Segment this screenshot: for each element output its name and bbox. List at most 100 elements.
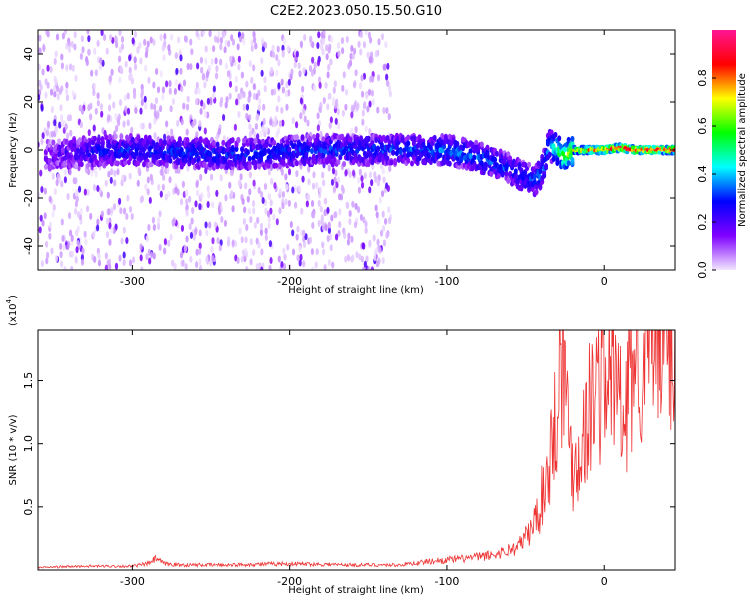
ridge-mark	[342, 161, 347, 168]
noise-mark	[370, 266, 374, 270]
ridge-mark	[308, 136, 313, 143]
noise-mark	[189, 255, 193, 263]
noise-mark	[331, 261, 335, 269]
noise-mark	[364, 226, 368, 234]
noise-mark	[75, 246, 79, 254]
ridge-mark	[192, 157, 197, 164]
noise-mark	[256, 133, 260, 141]
noise-mark	[117, 55, 122, 63]
noise-mark	[79, 207, 83, 215]
snr-series-line	[38, 330, 675, 569]
noise-mark	[368, 239, 372, 247]
noise-mark	[38, 34, 42, 42]
ridge-mark	[542, 172, 547, 179]
noise-mark	[194, 87, 198, 95]
x-tick-label: -300	[120, 575, 145, 588]
noise-mark	[326, 206, 330, 214]
noise-mark	[306, 119, 310, 127]
noise-mark	[224, 194, 228, 202]
noise-mark	[107, 104, 112, 112]
noise-mark	[311, 182, 316, 190]
noise-mark	[368, 56, 372, 64]
noise-mark	[317, 219, 321, 227]
noise-mark	[208, 221, 212, 229]
noise-mark	[285, 183, 289, 191]
y-tick-label: 1.0	[22, 435, 35, 453]
noise-mark	[51, 172, 55, 180]
noise-mark	[244, 182, 248, 190]
ridge-mark	[672, 151, 675, 156]
noise-mark	[312, 84, 317, 92]
noise-mark	[316, 42, 320, 50]
noise-mark	[263, 76, 267, 84]
noise-mark	[224, 39, 228, 47]
ridge-mark	[566, 160, 571, 167]
y-tick-label: 1.5	[22, 372, 35, 390]
noise-mark	[45, 251, 50, 259]
noise-mark	[97, 252, 101, 260]
noise-mark	[65, 64, 69, 72]
noise-mark	[387, 206, 391, 214]
ridge-mark	[657, 150, 662, 155]
noise-mark	[320, 214, 324, 222]
noise-mark	[43, 187, 48, 195]
noise-mark	[328, 122, 332, 130]
noise-mark	[108, 263, 112, 270]
noise-mark	[203, 81, 207, 89]
noise-mark	[328, 43, 332, 51]
ridge-mark	[532, 178, 537, 185]
noise-mark	[168, 87, 172, 95]
noise-mark	[185, 198, 189, 206]
ridge-mark	[62, 155, 67, 162]
noise-mark	[337, 122, 341, 130]
noise-mark	[250, 44, 254, 52]
noise-mark	[204, 167, 208, 175]
noise-mark	[244, 236, 248, 244]
noise-mark	[100, 210, 104, 218]
noise-mark	[333, 176, 337, 184]
ridge-mark	[398, 149, 403, 156]
ridge-mark	[544, 163, 549, 170]
noise-mark	[221, 30, 225, 38]
noise-mark	[277, 82, 281, 90]
noise-mark	[319, 130, 323, 138]
ridge-mark	[493, 156, 498, 163]
noise-mark	[269, 257, 273, 265]
noise-mark	[260, 57, 264, 65]
noise-mark	[335, 98, 339, 106]
noise-mark	[214, 72, 219, 80]
noise-mark	[160, 168, 164, 176]
noise-mark	[216, 36, 220, 44]
noise-mark	[291, 117, 295, 125]
noise-mark	[282, 37, 287, 45]
noise-mark	[322, 179, 326, 187]
noise-mark	[239, 173, 243, 181]
noise-mark	[334, 169, 338, 177]
noise-mark	[205, 229, 209, 237]
noise-mark	[332, 99, 336, 107]
noise-mark	[65, 42, 69, 50]
ridge-mark	[406, 157, 411, 164]
noise-mark	[256, 216, 260, 224]
noise-mark	[380, 190, 385, 198]
noise-mark	[140, 99, 144, 107]
noise-mark	[108, 222, 112, 230]
noise-mark	[344, 88, 349, 96]
noise-mark	[77, 185, 82, 193]
noise-mark	[71, 90, 75, 98]
noise-mark	[307, 178, 311, 186]
noise-mark	[295, 170, 299, 178]
noise-mark	[157, 183, 161, 191]
noise-mark	[48, 232, 52, 240]
noise-mark	[180, 118, 184, 126]
noise-mark	[299, 112, 303, 120]
ridge-mark	[202, 161, 207, 168]
noise-mark	[236, 43, 240, 51]
noise-mark	[163, 39, 167, 47]
noise-mark	[269, 118, 273, 126]
ridge-mark	[247, 164, 252, 171]
noise-mark	[60, 114, 64, 122]
noise-mark	[352, 47, 357, 55]
noise-mark	[234, 240, 238, 248]
noise-mark	[357, 40, 361, 48]
